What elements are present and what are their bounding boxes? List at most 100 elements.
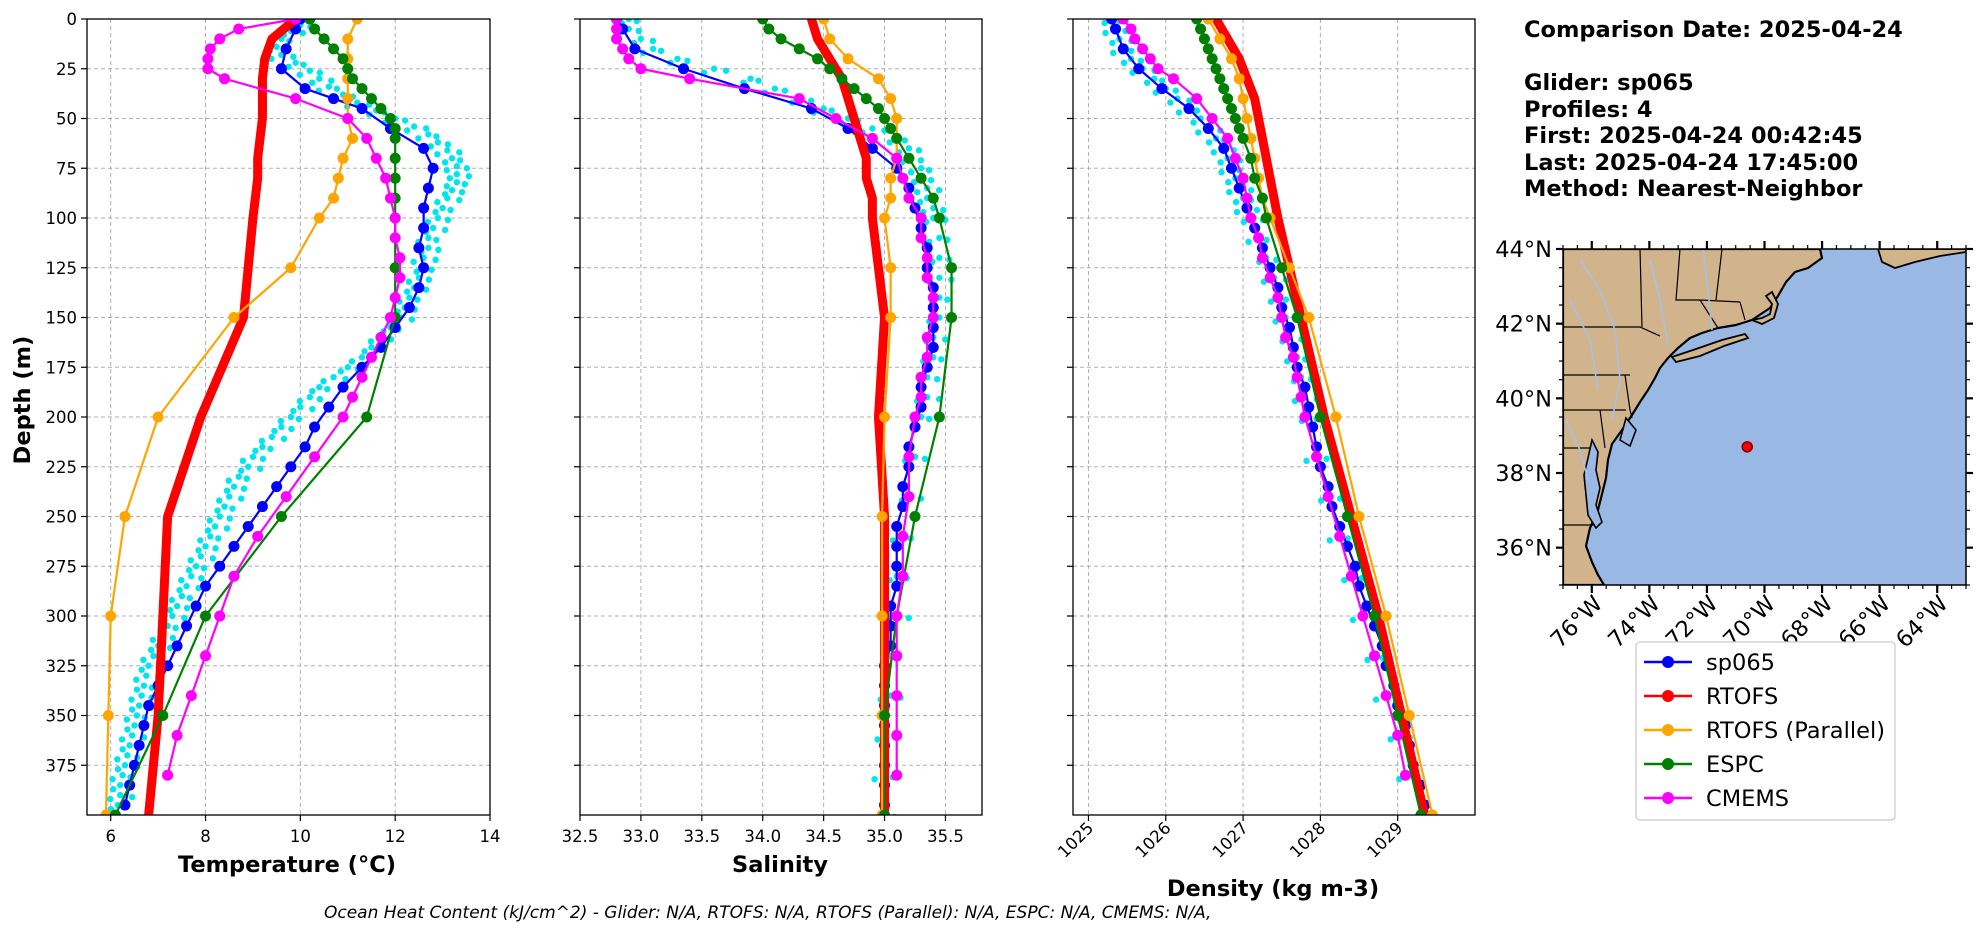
rtofs-parallel-point [885,93,897,105]
sp065-raw-point [119,772,126,779]
sp065-series [119,19,439,811]
sp065-raw-point [204,527,212,534]
sp065-raw-point [1387,736,1394,743]
sp065-raw-point [278,423,285,431]
cmems-point [866,132,878,144]
cmems-point [1334,530,1346,542]
y-tick-label: 150 [46,309,78,328]
espc-point [309,23,321,35]
sp065-raw-point [1317,497,1325,504]
cmems-point [185,690,197,702]
lon-tick-label: 76°W [1546,591,1608,653]
espc-point [1415,809,1427,815]
sp065-raw-point [408,316,416,323]
sp065-raw-point [637,35,645,43]
cmems-point [252,530,264,542]
sp065-raw-point [448,186,456,194]
y-tick-label: 350 [46,707,78,726]
legend-label-espc: ESPC [1706,752,1764,778]
espc-point [1214,73,1226,85]
sp065-raw-point [324,385,331,393]
sp065-raw-point [441,159,449,166]
sp065-raw-point [453,178,461,186]
sp065-raw-point [410,123,418,130]
y-tick-label: 100 [46,209,78,228]
rtofs-parallel-point [1403,710,1415,721]
rtofs-parallel-point [879,212,891,224]
sp065-raw-point [1326,537,1333,544]
sp065-raw-point [138,692,145,699]
sp065-raw-point [456,196,463,204]
espc-point [1237,132,1249,144]
sp065-raw-point [674,55,681,62]
sp065-raw-point [267,445,274,453]
espc-point [1291,312,1303,323]
sp065-raw-point [456,157,464,164]
sp065-raw-point [429,224,437,232]
cmems-point [356,371,368,383]
sp065-raw-point [635,27,642,35]
espc-point [946,312,958,323]
sp065-raw-point [940,206,947,214]
sp065-raw-point [296,397,304,405]
sp065-raw-point [320,378,327,385]
sp065-raw-point [414,296,421,303]
sp065-raw-point [367,338,375,345]
sp065-point [181,620,193,632]
cmems-point [1392,729,1404,741]
cmems-point [891,729,903,741]
espc-series [1191,19,1427,815]
rtofs-parallel-point [1237,93,1249,105]
x-tick-label: 35.0 [866,827,903,846]
espc-point [200,610,212,622]
cape-cod [1748,290,1779,325]
sp065-raw-point [128,696,135,703]
sp065-raw-point [257,465,264,472]
rtofs-parallel-point [885,262,897,274]
legend-entries: sp065 RTOFS RTOFS (Parallel) ESPC CMEMS [1644,650,1885,812]
cmems-point [921,331,933,343]
cmems-point [617,43,629,55]
rtofs-parallel-point [885,192,897,204]
rtofs-parallel-point [328,192,340,204]
sp065-raw-point [245,463,252,470]
sp065-raw-point [458,188,466,196]
sp065-raw-point [149,636,157,644]
espc-point [1210,63,1222,75]
sp065-raw-point [140,656,147,663]
sp065-raw-point [1190,119,1197,126]
rtofs-parallel-point [1380,610,1392,622]
sp065-raw-point [649,45,657,53]
x-tick-label: 35.5 [927,827,964,846]
espc-point [389,122,401,134]
sp065-raw-point [240,485,248,492]
sp065-point [1299,381,1311,393]
cmems-point [233,23,245,35]
cmems-point [793,93,805,105]
sp065-raw-point [874,736,881,743]
espc-point [1229,113,1241,124]
sp065-raw-point [209,555,216,562]
sp065-raw-point [116,791,124,799]
sp065-raw-point [1128,47,1135,55]
cmems-point [1206,113,1218,124]
sp065-raw-point [296,71,304,78]
sp065-point [418,202,430,214]
sp065-raw-point [309,79,316,86]
sp065-point [413,282,425,294]
cmems-point [347,391,359,403]
sp065-raw-point [1102,29,1109,37]
info-line: Profiles: 4 [1524,97,1653,123]
sp065-raw-point [109,776,116,783]
sp065-raw-point [200,565,208,572]
sp065-raw-point [183,604,191,612]
espc-point [1369,610,1380,622]
location-map: 44°N42°N40°N38°N36°N76°W74°W72°W70°W68°W… [1495,237,1973,653]
sp065-raw-point [874,816,880,822]
legend-swatch-marker [1662,656,1674,668]
sp065-raw-point [195,547,202,554]
sp065-raw-point [280,435,288,443]
espc-point [879,809,891,815]
sp065-point [143,700,155,712]
